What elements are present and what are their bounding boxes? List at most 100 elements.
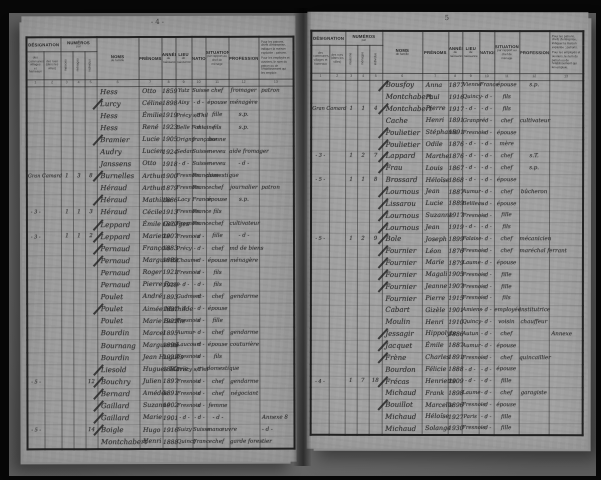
cell-col-4: 2 [356,233,370,246]
handwritten-entry: 1 [349,235,353,242]
cell-col-10: - d - [192,279,207,292]
cell-col-7: Louis [422,162,449,175]
cell-col-8: 1917 [448,103,464,116]
cell-col-2 [44,243,62,256]
handwritten-entry: - d - [465,105,476,113]
cell-col-7: Lucie [138,134,162,147]
cell-col-2 [329,210,346,222]
cell-col-11: chef [206,376,230,389]
census-row: Gran Camard 1 1 4 Montchabert Pierre 1917- d -… [311,103,584,116]
cell-col-7: Arthur [138,170,164,183]
cell-col-7: Héloïse [422,174,450,187]
handwritten-entry: Marie [425,259,445,267]
cell-col-8: 1898 [161,98,177,111]
handwritten-entry: Bouchry [100,377,131,386]
handwritten-entry: Laume [462,390,481,397]
handwritten-entry: domestique [206,172,239,179]
cell-col-12: aide fromager [228,146,269,159]
handwritten-entry: chef [500,165,513,172]
cell-col-6: Pernaud [92,255,140,268]
cell-col-7: Solange [421,423,451,436]
cell-col-4 [356,257,369,270]
handwritten-entry: Annexe 8 [261,414,288,421]
cell-col-13 [548,269,583,282]
handwritten-entry: Pernaud [100,256,131,266]
handwritten-entry: 1 [77,209,81,216]
cell-col-5 [368,316,382,329]
handwritten-entry: domestique [206,366,240,373]
handwritten-entry: - d - [481,224,492,231]
cell-col-9: Fresnois [175,206,200,219]
handwritten-entry: Yutz [177,88,190,95]
cell-col-5 [84,86,97,99]
handwritten-entry: 7 [373,153,378,160]
cell-col-4 [73,412,86,425]
cell-col-6: Lappard [377,150,423,163]
cell-col-10: - d - [478,352,494,365]
table-header: DÉSIGNATION NUMÉROS par NOMS de famille PRÉNO… [26,36,294,87]
cell-col-5 [85,303,98,316]
numeros-sub-2: individus [369,44,383,73]
cell-col-10: - d - [192,364,207,377]
handwritten-entry: Félicie [425,365,447,374]
cell-col-12: mécanicien [518,234,551,246]
cell-col-9: Fresnois [176,315,200,328]
cell-col-8: 1882 [162,364,178,377]
handwritten-entry: couturière [229,342,260,349]
cell-col-5: 3 [84,207,97,220]
cell-col-1 [310,399,329,412]
handwritten-entry: Quincy [177,438,196,445]
cell-col-3 [345,162,358,175]
cell-col-8: 1876 [447,245,464,258]
cell-col-8: 1859 [161,85,177,99]
cell-col-2 [43,146,61,159]
cell-col-1 [310,423,329,436]
designation-subtitle: des rues (dans les villes) [331,52,344,64]
cell-col-4: 1 [357,174,370,187]
cell-col-4 [72,122,85,135]
cell-col-9: Fresnois [176,351,200,365]
handwritten-entry: Frau [385,164,403,173]
cell-col-7: Marie [139,412,163,425]
numeros-sub-1: ménages [357,44,370,73]
cell-col-6: Jacquet [377,340,422,353]
cell-col-5 [368,411,382,424]
cell-col-9: Belileau [462,198,484,211]
handwritten-entry: - d - [481,165,492,172]
handwritten-entry: Pernaud [100,244,131,253]
cell-col-11: épouse [494,80,520,92]
cell-col-2 [328,352,345,365]
cell-col-9: Fresnois [175,218,200,232]
handwritten-entry: française [192,136,217,143]
cell-col-5 [368,281,382,294]
cell-col-8: 1867 [448,162,464,175]
handwritten-entry: 1 [349,105,353,112]
cell-col-4 [357,198,370,211]
handwritten-entry: fils [213,269,222,276]
handwritten-entry: Poulet [100,317,124,326]
cell-col-12: quincaillier [518,352,551,365]
cell-col-13: Annexe 8 [259,412,295,425]
col-header-profession: PROFESSION [519,31,550,74]
cell-col-13 [259,254,295,268]
cell-col-4 [356,340,369,353]
cell-col-11: chef [206,243,230,256]
cell-col-10: - d - [478,364,494,377]
designation-sub-1: des rues (dans les villes) [329,44,346,73]
cell-col-12: ménagère [228,97,259,111]
cell-col-3 [345,79,358,92]
census-row: Lurcy Céline 1898 Aisy - d - épouse ménagère [26,97,294,111]
cell-col-12 [229,279,260,292]
handwritten-entry: Jean [425,223,440,231]
cell-col-5: 9 [368,233,383,246]
cell-col-9: Fresnois [462,127,486,140]
handwritten-entry: France [193,438,212,445]
cell-col-13 [549,186,584,199]
handwritten-entry: Gran Camard [27,173,63,180]
cell-col-9: Fresnois [461,352,485,365]
cell-col-9: - d - [462,151,480,163]
handwritten-entry: négociant [230,390,259,397]
cell-col-2 [44,255,62,268]
handwritten-entry: 1921 [162,269,178,277]
cell-col-9: Belle Fontaine [175,122,215,135]
